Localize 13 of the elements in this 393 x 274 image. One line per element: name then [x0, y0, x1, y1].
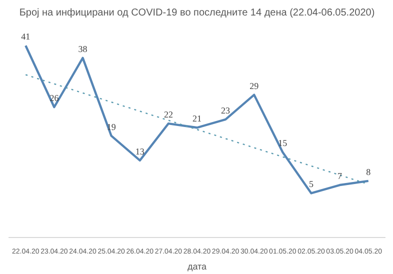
data-label: 22 [164, 110, 173, 120]
chart-title: Број на инфицирани од COVID-19 во последните 14 дена (22.04-06.05.2020) [19, 8, 375, 18]
data-label: 41 [21, 32, 30, 42]
data-label: 15 [278, 138, 288, 148]
data-label: 13 [135, 146, 145, 156]
data-label: 38 [78, 44, 88, 54]
x-axis-title: дата [187, 262, 207, 272]
data-label: 8 [366, 166, 372, 177]
data-label: 21 [192, 114, 202, 124]
data-label: 23 [221, 105, 231, 116]
data-label: 5 [308, 179, 314, 190]
data-label: 29 [250, 80, 260, 91]
data-label: 7 [338, 171, 343, 182]
